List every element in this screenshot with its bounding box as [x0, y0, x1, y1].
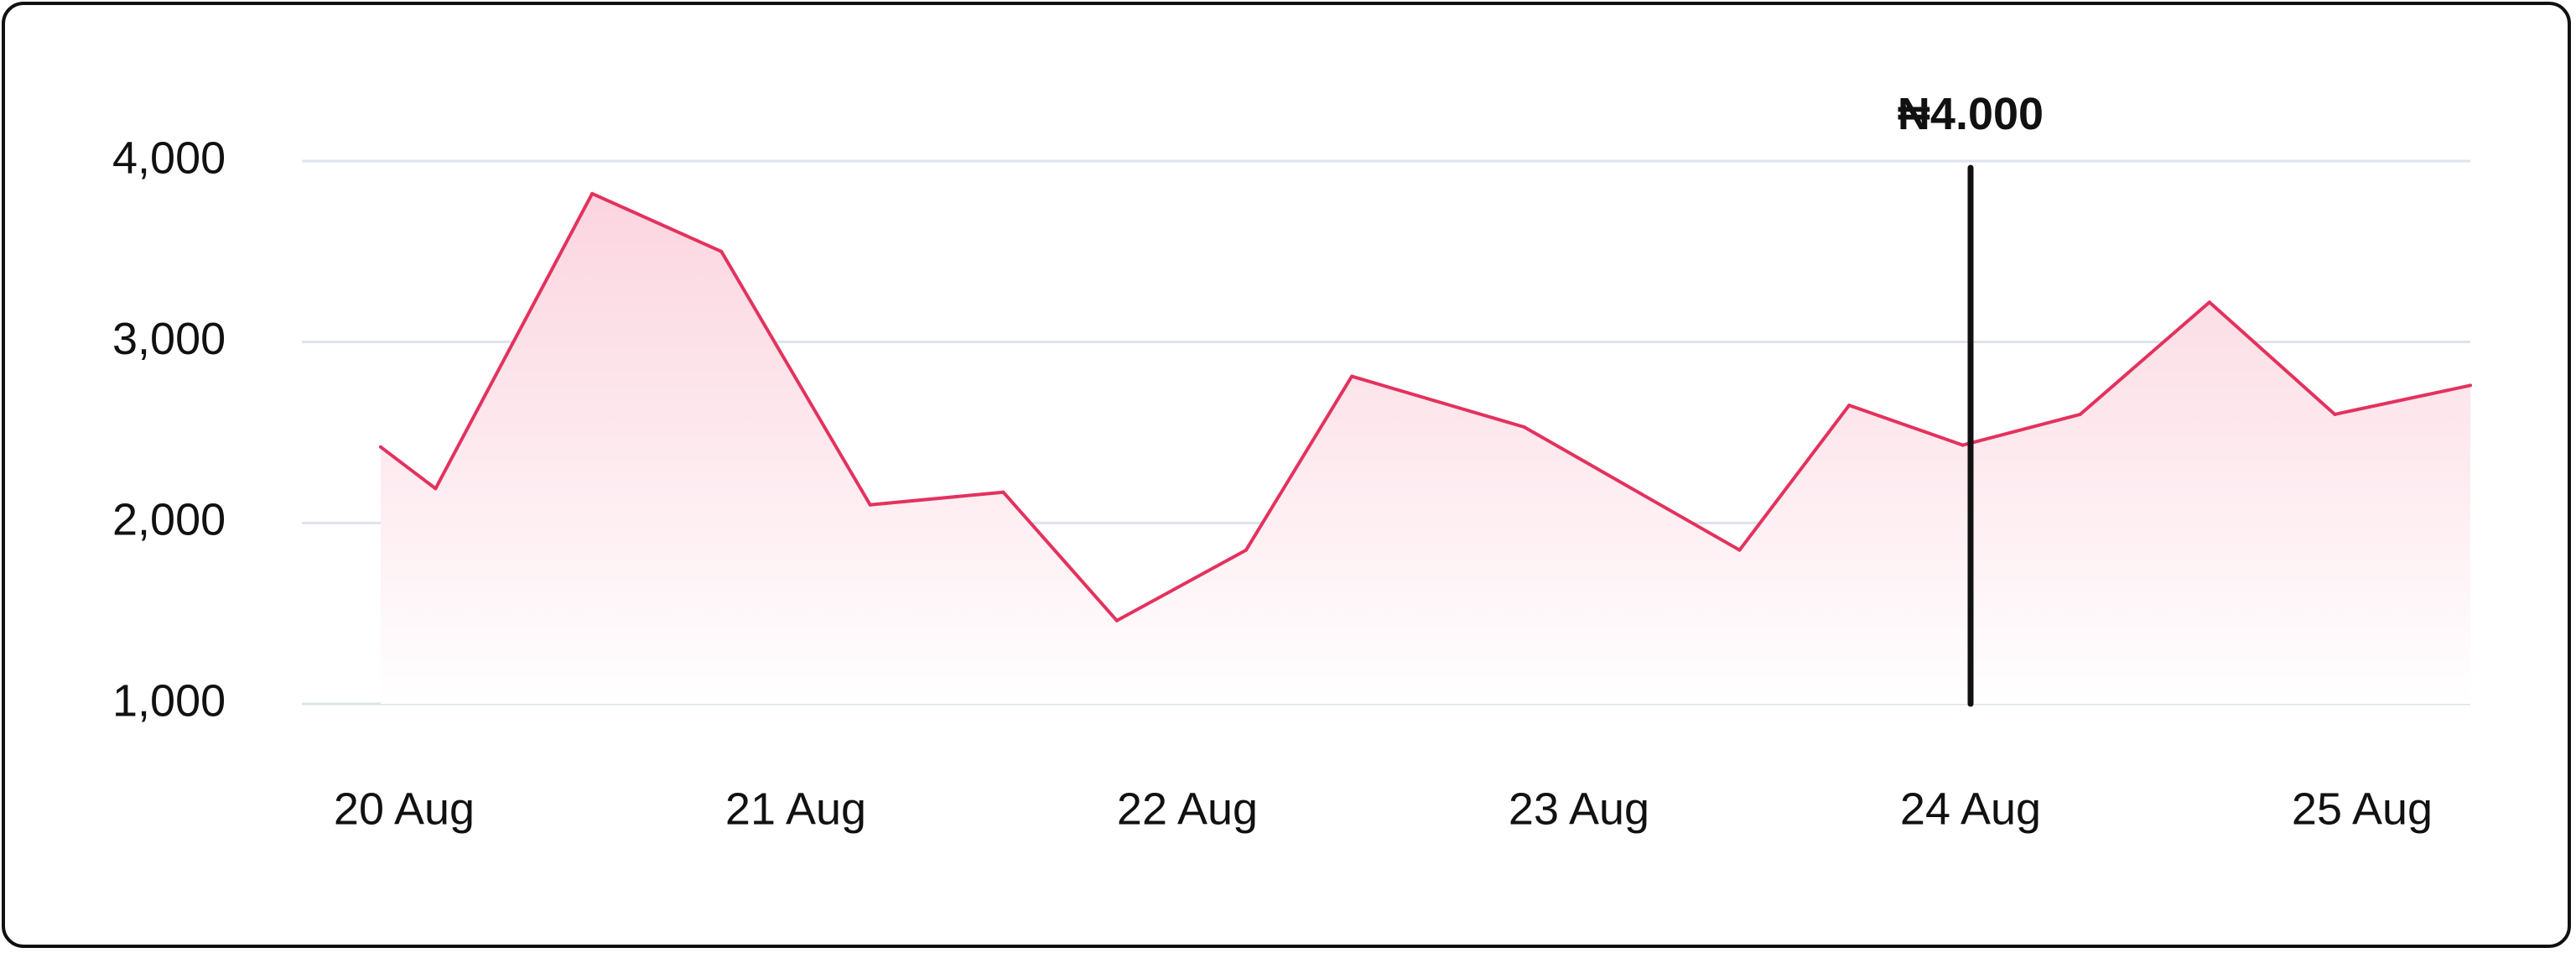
data-point[interactable] — [2333, 412, 2337, 416]
data-point[interactable] — [1114, 618, 1119, 622]
y-axis-ticks: 4,000 3,000 2,000 1,000 — [112, 133, 226, 726]
x-tick-label: 22 Aug — [1117, 784, 1258, 834]
y-tick-label: 4,000 — [112, 133, 226, 183]
x-tick-label: 23 Aug — [1509, 784, 1649, 834]
data-point[interactable] — [1961, 443, 1965, 447]
data-point[interactable] — [1737, 548, 1742, 552]
y-tick-label: 3,000 — [112, 314, 226, 364]
data-point[interactable] — [2207, 300, 2211, 305]
data-point[interactable] — [434, 487, 438, 491]
x-tick-label: 24 Aug — [1900, 784, 2041, 834]
hover-marker-value: ₦4.000 — [1898, 89, 2044, 139]
data-point[interactable] — [1522, 425, 1526, 430]
x-tick-label: 20 Aug — [334, 784, 475, 834]
x-axis-ticks: 20 Aug 21 Aug 22 Aug 23 Aug 24 Aug 25 Aug — [334, 784, 2433, 834]
data-point[interactable] — [378, 445, 382, 449]
data-point[interactable] — [2078, 412, 2082, 416]
y-tick-label: 1,000 — [112, 675, 226, 726]
x-tick-label: 25 Aug — [2292, 784, 2433, 834]
data-point[interactable] — [1350, 374, 1354, 378]
data-point[interactable] — [1244, 548, 1249, 552]
data-point[interactable] — [868, 503, 872, 507]
series-points — [378, 191, 2472, 622]
data-point[interactable] — [1847, 404, 1852, 408]
data-point[interactable] — [590, 191, 595, 195]
data-point[interactable] — [1001, 490, 1005, 494]
x-tick-label: 21 Aug — [725, 784, 866, 834]
series-area — [381, 193, 2470, 705]
data-point[interactable] — [2469, 383, 2472, 388]
y-tick-label: 2,000 — [112, 495, 226, 545]
data-point[interactable] — [719, 249, 724, 253]
